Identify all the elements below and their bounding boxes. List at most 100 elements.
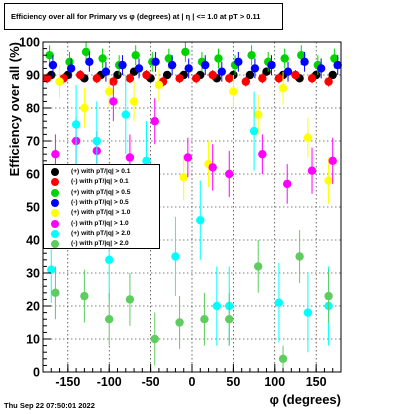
data-point	[129, 97, 139, 106]
data-point	[307, 166, 317, 175]
legend-label: (-) with pT/|q| > 2.0	[71, 240, 129, 248]
legend-entry: (-) with pT/|q| > 0.5	[44, 198, 159, 208]
legend-label: (+) with pT/|q| > 0.1	[71, 168, 131, 175]
data-point	[175, 318, 184, 327]
data-point	[105, 255, 114, 264]
data-point	[162, 70, 172, 80]
legend-entry: (-) with pT/|q| > 1.0	[44, 219, 159, 229]
data-point	[175, 74, 184, 83]
data-point	[333, 60, 342, 70]
data-point	[47, 265, 56, 274]
data-point	[105, 87, 114, 96]
data-point	[283, 67, 293, 76]
series-7	[47, 75, 333, 353]
timestamp-footer: Thu Sep 22 07:50:01 2022	[4, 401, 95, 410]
data-point	[66, 64, 76, 73]
y-tick-label: 50	[26, 201, 40, 215]
series-8	[51, 230, 333, 372]
data-point	[150, 117, 159, 126]
legend-marker	[51, 219, 59, 228]
legend-label: (+) with pT/|q| > 0.5	[71, 188, 131, 196]
data-point	[300, 57, 309, 66]
data-point	[121, 110, 130, 119]
legend-entry: (+) with pT/|q| > 0.5	[44, 188, 159, 198]
x-tick-label: 50	[226, 375, 240, 389]
chart-title: Efficiency over all for Primary vs φ (de…	[11, 12, 261, 21]
data-point	[324, 77, 333, 86]
data-point	[234, 57, 243, 66]
data-point	[307, 74, 317, 83]
data-point	[212, 301, 222, 311]
x-tick-label: -50	[142, 375, 160, 389]
data-point	[303, 133, 313, 142]
legend-marker	[51, 209, 59, 218]
data-point	[258, 150, 267, 159]
data-point	[196, 216, 205, 225]
data-series	[42, 42, 342, 372]
data-point	[328, 156, 337, 165]
data-point	[200, 315, 209, 324]
data-point	[71, 120, 81, 129]
data-point	[191, 74, 201, 83]
data-point	[208, 70, 217, 80]
data-point	[324, 176, 333, 185]
data-point	[282, 179, 292, 189]
data-point	[92, 136, 102, 146]
data-point	[278, 84, 288, 93]
data-point	[303, 308, 313, 317]
data-point	[217, 67, 226, 76]
data-point	[328, 70, 337, 80]
legend: (+) with pT/|q| > 0.1 (-) with pT/|q| > 0…	[43, 164, 160, 249]
legend-label: (+) with pT/|q| > 1.0	[71, 209, 131, 217]
x-tick-label: 100	[264, 375, 285, 389]
data-point	[98, 54, 107, 63]
data-point	[183, 153, 193, 162]
data-point	[101, 67, 111, 76]
data-point	[48, 60, 58, 70]
data-point	[125, 74, 135, 83]
data-point	[164, 54, 174, 63]
series-4	[48, 51, 342, 82]
data-point	[167, 60, 177, 70]
x-tick-label: -150	[55, 375, 80, 389]
data-point	[184, 64, 193, 73]
y-tick-label: 20	[26, 300, 40, 314]
series-3	[45, 42, 339, 75]
data-point	[225, 315, 234, 324]
data-point	[229, 87, 238, 96]
data-point	[324, 291, 333, 301]
data-point	[118, 60, 127, 70]
data-point	[51, 150, 60, 159]
data-point	[76, 70, 85, 80]
data-point	[278, 354, 288, 363]
title-box: Efficiency over all for Primary vs φ (de…	[4, 3, 283, 30]
data-point	[316, 64, 326, 73]
data-point	[171, 252, 180, 261]
data-point	[131, 51, 140, 60]
x-tick-label: 0	[189, 375, 196, 389]
legend-entry: (-) with pT/|q| > 2.0	[44, 239, 159, 249]
data-point	[297, 51, 306, 60]
data-point	[247, 51, 256, 60]
data-point	[274, 298, 284, 307]
data-point	[267, 60, 276, 70]
data-point	[105, 315, 114, 324]
legend-marker	[51, 198, 59, 207]
legend-marker	[51, 178, 59, 187]
data-point	[274, 74, 284, 83]
data-point	[80, 291, 89, 301]
legend-label: (-) with pT/|q| > 0.5	[71, 198, 129, 206]
data-point	[154, 80, 164, 90]
legend-entry: (+) with pT/|q| > 1.0	[44, 208, 159, 218]
data-point	[81, 47, 91, 57]
legend-marker	[51, 229, 59, 238]
y-tick-label: 40	[26, 234, 40, 248]
data-point	[109, 97, 118, 106]
legend-entry: (+) with pT/|q| > 2.0	[44, 229, 159, 239]
data-point	[250, 64, 260, 73]
data-point	[201, 60, 210, 70]
data-point	[258, 74, 267, 83]
legend-label: (+) with pT/|q| > 2.0	[71, 229, 131, 237]
data-point	[179, 173, 188, 182]
